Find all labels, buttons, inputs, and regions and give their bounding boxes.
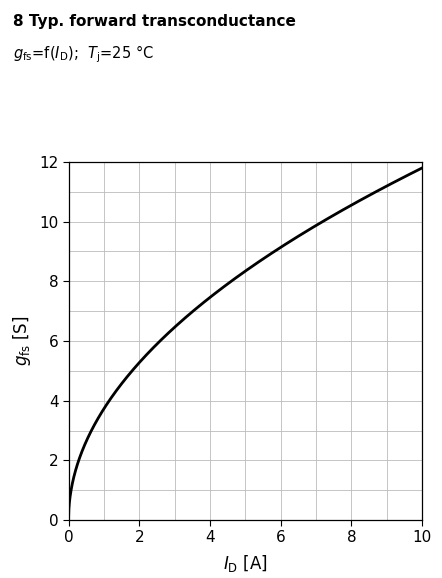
Y-axis label: $\mathit{g}_\mathrm{fs}$ [S]: $\mathit{g}_\mathrm{fs}$ [S] <box>11 316 33 366</box>
X-axis label: $\mathit{I}_\mathrm{D}$ [A]: $\mathit{I}_\mathrm{D}$ [A] <box>223 553 267 575</box>
Text: $\mathit{g}_\mathrm{fs}$=f($\mathit{I}_\mathrm{D}$);  $\mathit{T}_\mathrm{j}$=25: $\mathit{g}_\mathrm{fs}$=f($\mathit{I}_\… <box>13 43 154 65</box>
Text: 8 Typ. forward transconductance: 8 Typ. forward transconductance <box>13 14 296 29</box>
